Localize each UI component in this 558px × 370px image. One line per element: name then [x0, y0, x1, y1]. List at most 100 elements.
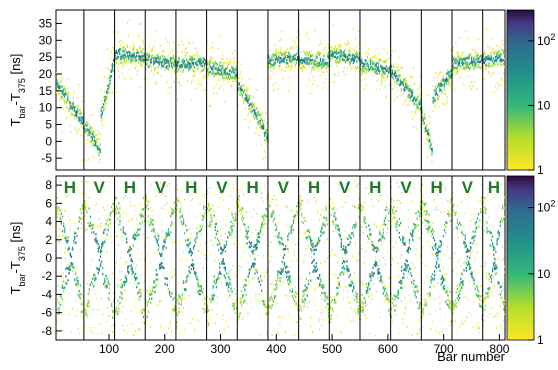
heatmap-cell [242, 220, 243, 222]
heatmap-cell [352, 280, 353, 282]
heatmap-cell [74, 236, 75, 238]
heatmap-cell [332, 307, 333, 309]
heatmap-cell [364, 262, 365, 264]
heatmap-cell [383, 74, 384, 76]
heatmap-cell [387, 76, 388, 78]
heatmap-cell [186, 276, 187, 278]
heatmap-cell [284, 254, 285, 256]
heatmap-cell [348, 58, 349, 60]
heatmap-cell [259, 241, 260, 243]
heatmap-cell [295, 244, 296, 246]
heatmap-cell [186, 241, 187, 243]
heatmap-cell [239, 319, 240, 321]
heatmap-cell [436, 93, 437, 95]
heatmap-cell [134, 46, 135, 48]
heatmap-cell [366, 226, 367, 228]
heatmap-cell [136, 49, 137, 51]
heatmap-cell [313, 69, 314, 71]
heatmap-cell [291, 65, 292, 67]
heatmap-cell [385, 300, 386, 302]
heatmap-cell [183, 218, 184, 220]
heatmap-cell [358, 260, 359, 262]
heatmap-cell [487, 45, 488, 47]
heatmap-cell [295, 42, 296, 44]
heatmap-cell [278, 237, 279, 239]
heatmap-cell [226, 320, 227, 322]
heatmap-cell [398, 297, 399, 299]
heatmap-cell [384, 237, 385, 239]
heatmap-cell [326, 206, 327, 208]
heatmap-cell [368, 225, 369, 227]
heatmap-cell [105, 229, 106, 231]
heatmap-cell [308, 37, 309, 39]
heatmap-cell [274, 195, 275, 197]
heatmap-cell [254, 263, 255, 265]
heatmap-cell [287, 48, 288, 50]
heatmap-cell [427, 124, 428, 126]
heatmap-cell [109, 316, 110, 318]
heatmap-cell [256, 115, 257, 117]
heatmap-cell [91, 281, 92, 283]
heatmap-cell [228, 62, 229, 64]
heatmap-cell [352, 49, 353, 51]
heatmap-cell [433, 85, 434, 87]
heatmap-cell [120, 279, 121, 281]
heatmap-cell [342, 271, 343, 273]
heatmap-cell [386, 70, 387, 72]
heatmap-cell [149, 53, 150, 55]
heatmap-cell [373, 64, 374, 66]
heatmap-cell [93, 156, 94, 158]
heatmap-cell [113, 292, 114, 294]
heatmap-cell [198, 79, 199, 81]
heatmap-cell [296, 37, 297, 39]
heatmap-cell [337, 292, 338, 294]
heatmap-cell [364, 63, 365, 65]
heatmap-cell [173, 41, 174, 43]
heatmap-cell [226, 241, 227, 243]
heatmap-cell [141, 295, 142, 297]
heatmap-cell [369, 61, 370, 63]
heatmap-cell [301, 67, 302, 69]
heatmap-cell [85, 123, 86, 125]
heatmap-cell [210, 61, 211, 63]
heatmap-cell [284, 61, 285, 63]
heatmap-cell [244, 278, 245, 280]
heatmap-cell [96, 298, 97, 300]
heatmap-cell [87, 134, 88, 136]
heatmap-cell [248, 313, 249, 315]
heatmap-cell [386, 59, 387, 61]
heatmap-cell [392, 69, 393, 71]
heatmap-cell [339, 229, 340, 231]
heatmap-cell [312, 54, 313, 56]
heatmap-cell [57, 333, 58, 335]
heatmap-cell [178, 199, 179, 201]
heatmap-cell [173, 211, 174, 213]
heatmap-cell [156, 72, 157, 74]
heatmap-cell [102, 244, 103, 246]
heatmap-cell [341, 272, 342, 274]
heatmap-cell [384, 285, 385, 287]
heatmap-cell [344, 67, 345, 69]
heatmap-cell [327, 62, 328, 64]
heatmap-cell [275, 82, 276, 84]
heatmap-cell [320, 284, 321, 286]
heatmap-cell [292, 289, 293, 291]
heatmap-cell [311, 70, 312, 72]
heatmap-cell [158, 66, 159, 68]
heatmap-cell [148, 59, 149, 61]
heatmap-cell [354, 50, 355, 52]
heatmap-cell [243, 84, 244, 86]
heatmap-cell [355, 38, 356, 40]
heatmap-cell [185, 48, 186, 50]
heatmap-cell [378, 213, 379, 215]
heatmap-cell [95, 233, 96, 235]
heatmap-cell [241, 304, 242, 306]
heatmap-cell [135, 210, 136, 212]
heatmap-cell [167, 278, 168, 280]
heatmap-cell [235, 71, 236, 73]
heatmap-cell [168, 92, 169, 94]
heatmap-cell [463, 84, 464, 86]
heatmap-cell [275, 295, 276, 297]
heatmap-cell [154, 232, 155, 234]
heatmap-cell [416, 104, 417, 106]
